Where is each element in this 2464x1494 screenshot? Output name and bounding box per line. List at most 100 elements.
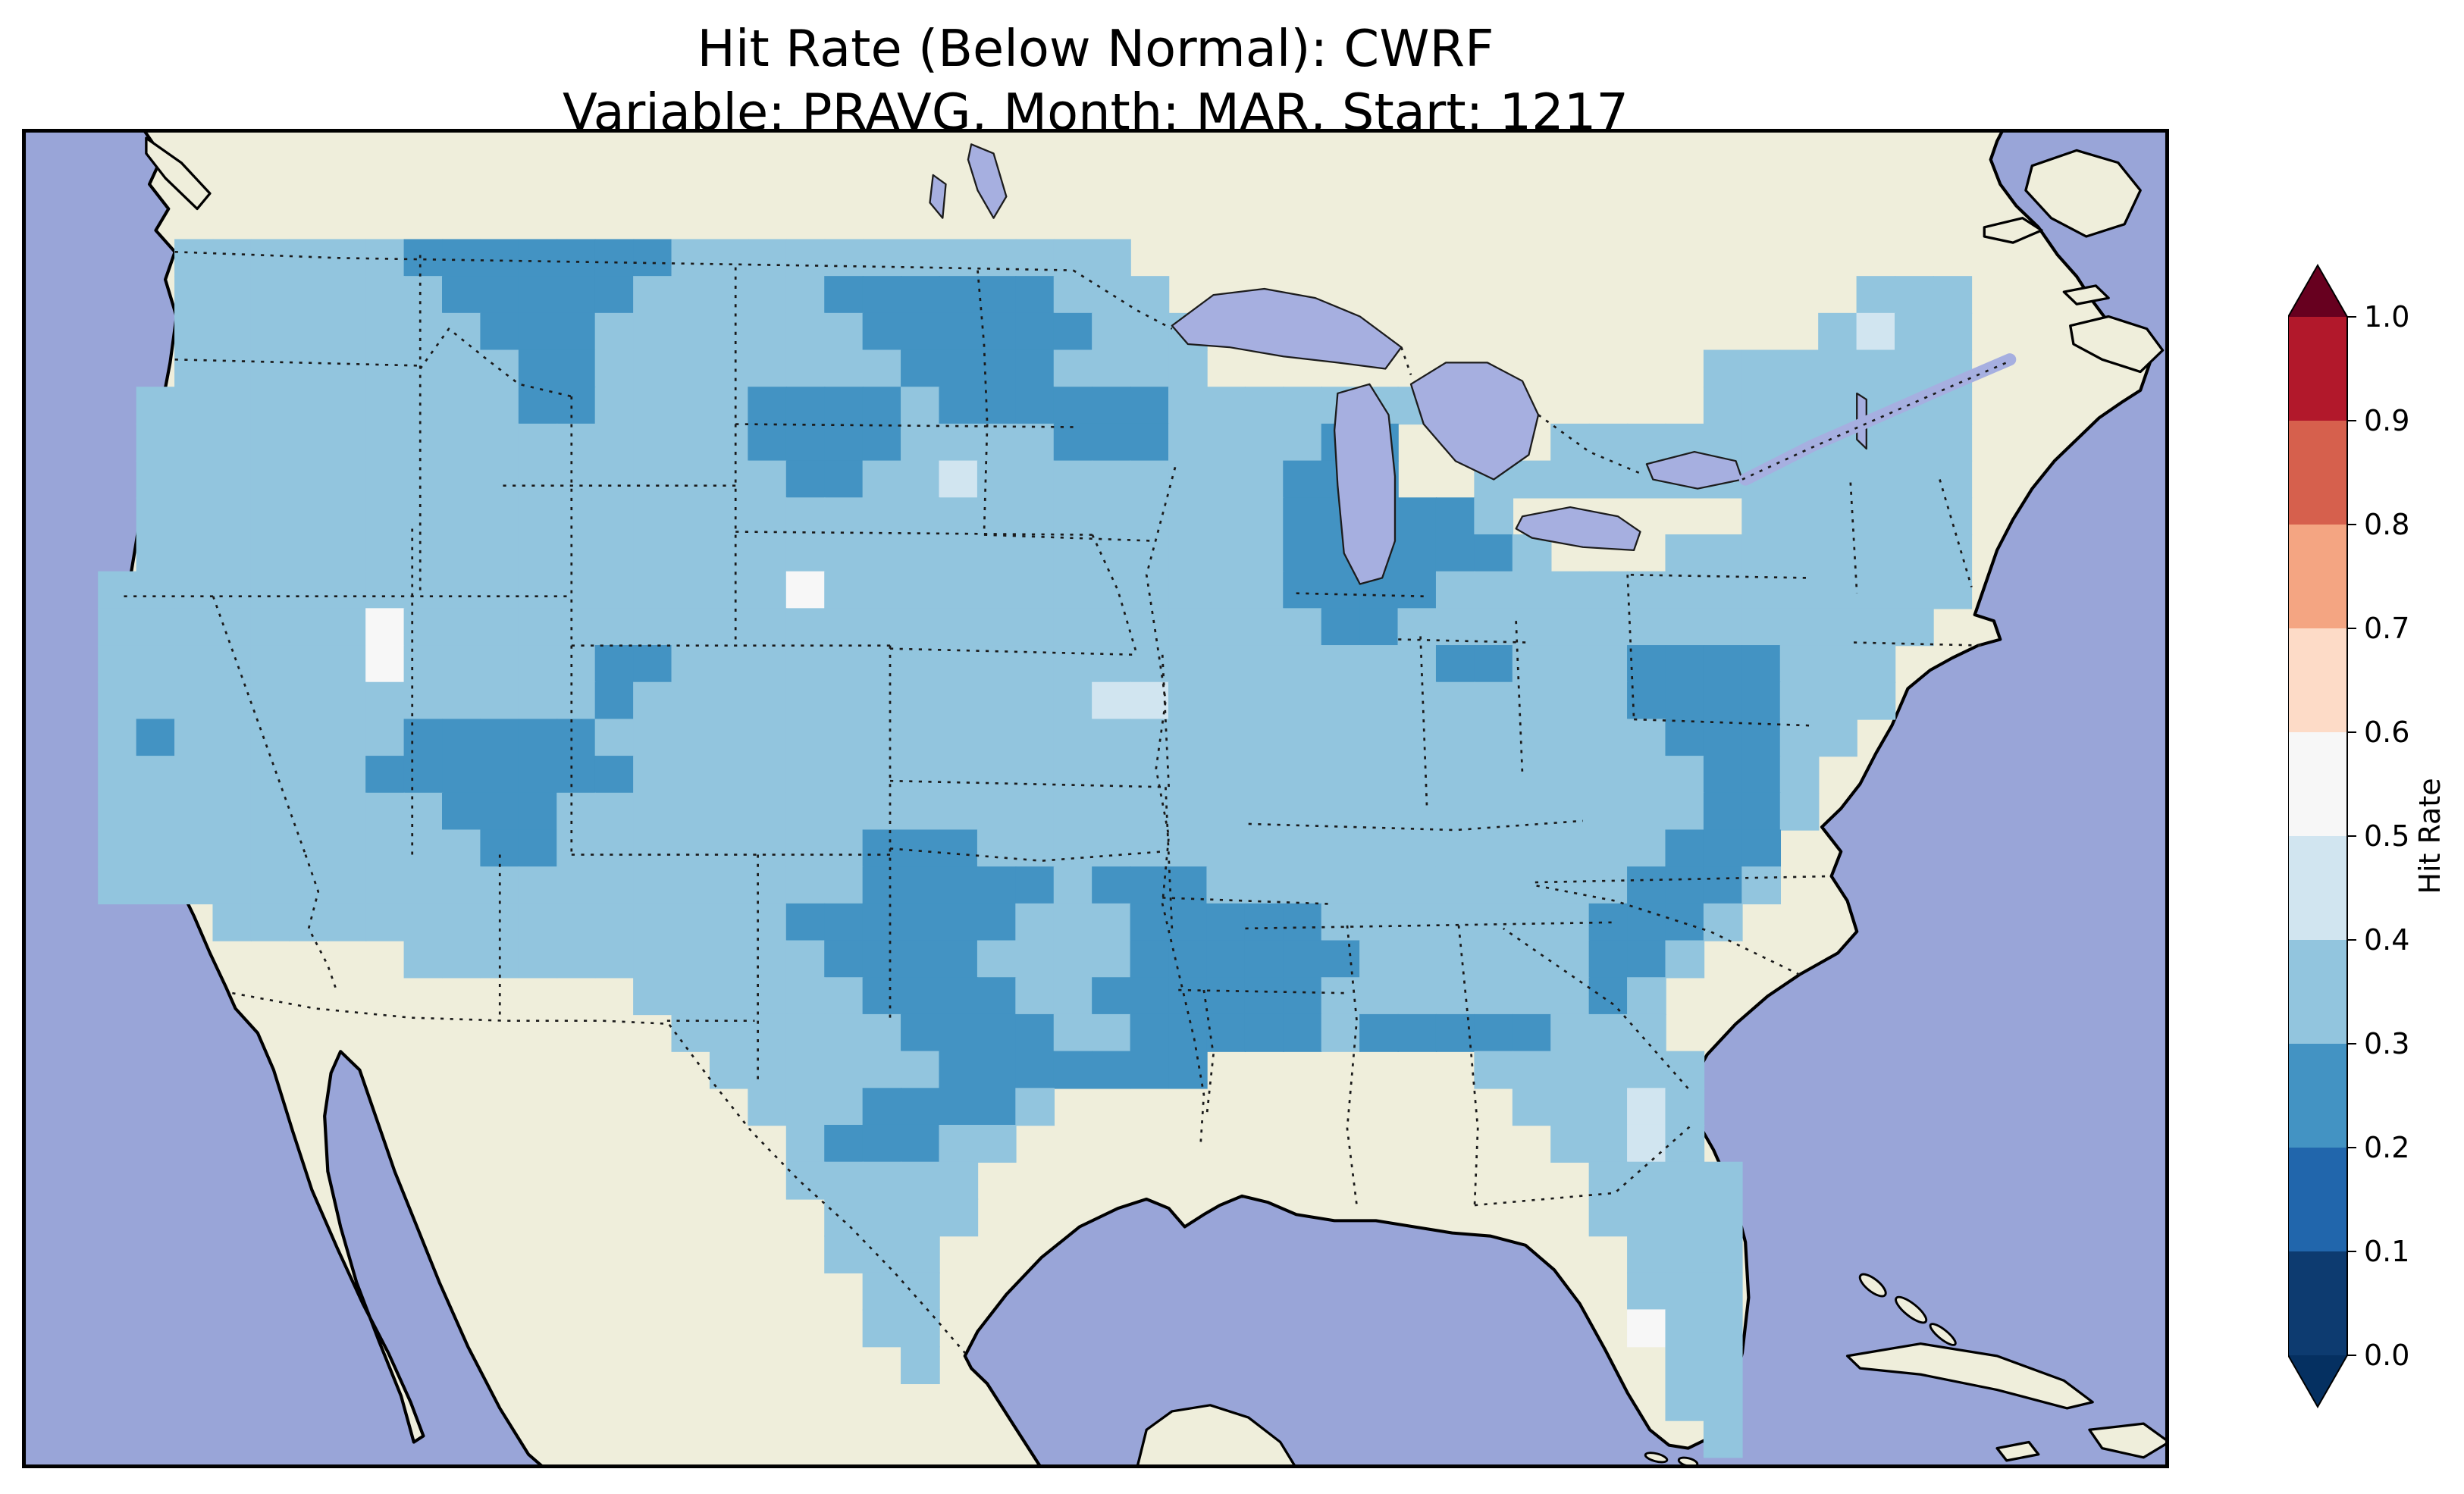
hit-rate-cell: [862, 1124, 902, 1163]
hit-rate-cell: [289, 608, 329, 647]
hit-rate-cell: [1206, 423, 1246, 462]
hit-rate-cell: [824, 387, 864, 425]
hit-rate-cell: [136, 497, 176, 536]
hit-rate-cell: [862, 239, 902, 277]
hit-rate-cell: [1168, 534, 1208, 572]
hit-rate-cell: [1512, 866, 1552, 905]
hit-rate-cell: [1053, 681, 1093, 720]
colorbar-tick-label: 0.3: [2364, 1027, 2409, 1060]
hit-rate-cell: [785, 719, 826, 757]
hit-rate-cell: [748, 497, 788, 536]
hit-rate-cell: [594, 423, 635, 462]
hit-rate-cell: [1741, 681, 1782, 720]
hit-rate-cell: [480, 534, 520, 572]
hit-rate-cell: [748, 571, 788, 609]
hit-rate-cell: [709, 608, 749, 647]
hit-rate-cell: [824, 977, 864, 1016]
hit-rate-cell: [1665, 1051, 1705, 1089]
hit-rate-cell: [594, 571, 635, 609]
hit-rate-cell: [1665, 866, 1705, 905]
hit-rate-cell: [1321, 977, 1361, 1016]
hit-rate-cell: [1550, 829, 1590, 868]
hit-rate-cell: [289, 349, 329, 388]
hit-rate-cell: [709, 940, 749, 979]
hit-rate-cell: [1741, 497, 1782, 536]
hit-rate-cell: [901, 1236, 940, 1273]
hit-rate-cell: [862, 1198, 902, 1237]
hit-rate-cell: [977, 1013, 1017, 1052]
hit-rate-cell: [901, 1088, 940, 1126]
hit-rate-cell: [785, 903, 826, 941]
hit-rate-cell: [901, 756, 940, 794]
colorbar-under-arrow: [2288, 1355, 2347, 1407]
hit-rate-cell: [98, 645, 137, 683]
hit-rate-cell: [327, 534, 367, 572]
hit-rate-cell: [1130, 276, 1170, 315]
hit-rate-cell: [1627, 719, 1666, 757]
hit-rate-cell: [901, 534, 940, 572]
map-frame: [22, 129, 2169, 1468]
hit-rate-cell: [594, 608, 635, 647]
hit-rate-cell: [671, 608, 711, 647]
hit-rate-cell: [1015, 681, 1055, 720]
hit-rate-cell: [1435, 977, 1475, 1016]
hit-rate-cell: [671, 940, 711, 979]
hit-rate-cell: [1130, 719, 1170, 757]
hit-rate-cell: [327, 756, 367, 794]
hit-rate-cell: [1321, 608, 1361, 647]
hit-rate-cell: [250, 681, 290, 720]
colorbar-bin: [2288, 836, 2347, 940]
hit-rate-cell: [1741, 866, 1782, 905]
hit-rate-cell: [1092, 903, 1131, 941]
hit-rate-cell: [1665, 1236, 1705, 1273]
hit-rate-cell: [1703, 608, 1743, 647]
hit-rate-cell: [1015, 349, 1055, 388]
hit-rate-cell: [785, 349, 826, 388]
hit-rate-cell: [327, 497, 367, 536]
hit-rate-cell: [901, 1051, 940, 1089]
colorbar-scale: 0.0 0.1 0.2 0.3 0.4 0.5 0.6 0.7 0.8 0.9 1.0: [2288, 263, 2409, 1409]
hit-rate-cell: [136, 719, 176, 757]
hit-rate-cell: [901, 645, 940, 683]
hit-rate-cell: [1779, 497, 1820, 536]
hit-rate-cell: [480, 756, 520, 794]
hit-rate-cell: [901, 460, 940, 499]
hit-rate-cell: [1627, 756, 1666, 794]
hit-rate-cell: [671, 719, 711, 757]
state-border: [735, 531, 1092, 536]
hit-rate-cell: [824, 719, 864, 757]
colorbar-tick-label: 0.0: [2364, 1339, 2409, 1372]
hit-rate-cell: [1130, 387, 1170, 425]
state-border: [1346, 925, 1358, 1206]
hit-rate-cell: [1741, 349, 1782, 388]
hit-rate-cell: [748, 792, 788, 831]
hit-rate-cell: [824, 534, 864, 572]
hit-rate-cell: [1703, 387, 1743, 425]
hit-rate-cell: [250, 497, 290, 536]
hit-rate-cell: [1015, 423, 1055, 462]
hit-rate-cell: [862, 1272, 902, 1311]
hit-rate-cell: [1588, 608, 1629, 647]
hit-rate-cell: [1359, 792, 1399, 831]
hit-rate-cell: [98, 829, 137, 868]
hit-rate-cell: [862, 719, 902, 757]
hit-rate-cell: [212, 534, 252, 572]
state-border: [174, 358, 421, 367]
hit-rate-cell: [403, 387, 444, 425]
hit-rate-cell: [939, 387, 979, 425]
hit-rate-cell: [1130, 977, 1170, 1016]
hit-rate-cell: [1779, 608, 1820, 647]
hit-rate-cell: [824, 1198, 864, 1237]
state-border: [1503, 927, 1689, 1089]
anticosti-island: [1983, 217, 2043, 244]
us-map: [22, 129, 2169, 1468]
state-border: [889, 847, 1163, 862]
hit-rate-cell: [1741, 608, 1782, 647]
hit-rate-cell: [327, 792, 367, 831]
hit-rate-cell: [1053, 829, 1093, 868]
colorbar-tick-label: 0.4: [2364, 923, 2409, 957]
colorbar-label: Hit Rate: [2413, 778, 2447, 894]
hit-rate-cell: [1283, 719, 1322, 757]
hit-rate-cell: [1283, 866, 1322, 905]
hit-rate-cell: [785, 645, 826, 683]
